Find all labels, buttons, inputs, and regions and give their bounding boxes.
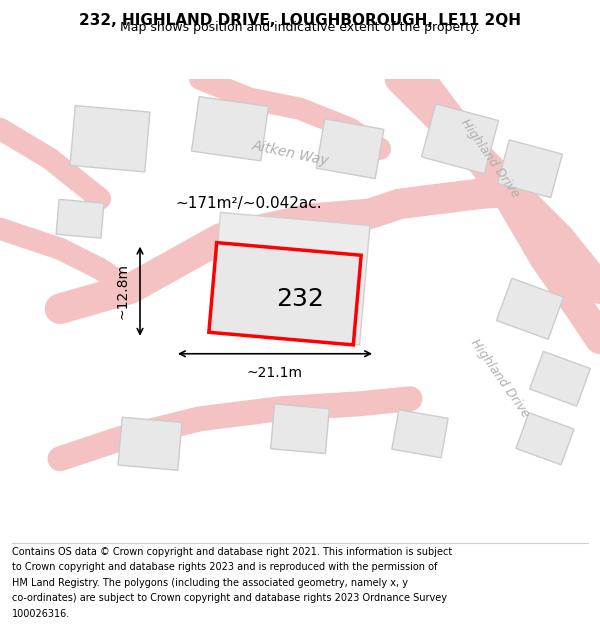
Polygon shape (497, 140, 562, 198)
Polygon shape (210, 213, 370, 345)
Text: Highland Drive: Highland Drive (458, 117, 522, 201)
Polygon shape (56, 199, 104, 238)
Text: HM Land Registry. The polygons (including the associated geometry, namely x, y: HM Land Registry. The polygons (includin… (12, 578, 408, 587)
Text: 232: 232 (276, 287, 324, 311)
Text: ~171m²/~0.042ac.: ~171m²/~0.042ac. (175, 196, 322, 211)
Text: Contains OS data © Crown copyright and database right 2021. This information is : Contains OS data © Crown copyright and d… (12, 546, 452, 556)
Text: Map shows position and indicative extent of the property.: Map shows position and indicative extent… (120, 21, 480, 34)
Text: ~21.1m: ~21.1m (247, 366, 303, 380)
Polygon shape (191, 97, 268, 161)
Polygon shape (516, 412, 574, 465)
Text: 232, HIGHLAND DRIVE, LOUGHBOROUGH, LE11 2QH: 232, HIGHLAND DRIVE, LOUGHBOROUGH, LE11 … (79, 13, 521, 28)
Text: 100026316.: 100026316. (12, 609, 70, 619)
Polygon shape (316, 119, 384, 179)
Polygon shape (530, 351, 590, 406)
Text: Aitken Way: Aitken Way (250, 139, 330, 169)
Polygon shape (209, 242, 361, 345)
Polygon shape (70, 106, 150, 172)
Polygon shape (421, 104, 499, 174)
Polygon shape (118, 418, 182, 470)
Text: to Crown copyright and database rights 2023 and is reproduced with the permissio: to Crown copyright and database rights 2… (12, 562, 437, 572)
Text: co-ordinates) are subject to Crown copyright and database rights 2023 Ordnance S: co-ordinates) are subject to Crown copyr… (12, 593, 447, 603)
Polygon shape (496, 278, 563, 339)
Text: Highland Drive: Highland Drive (468, 337, 532, 421)
Polygon shape (271, 404, 329, 454)
Polygon shape (392, 410, 448, 458)
Text: ~12.8m: ~12.8m (116, 263, 130, 319)
